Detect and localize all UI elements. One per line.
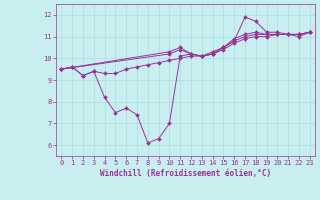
X-axis label: Windchill (Refroidissement éolien,°C): Windchill (Refroidissement éolien,°C) [100,169,271,178]
